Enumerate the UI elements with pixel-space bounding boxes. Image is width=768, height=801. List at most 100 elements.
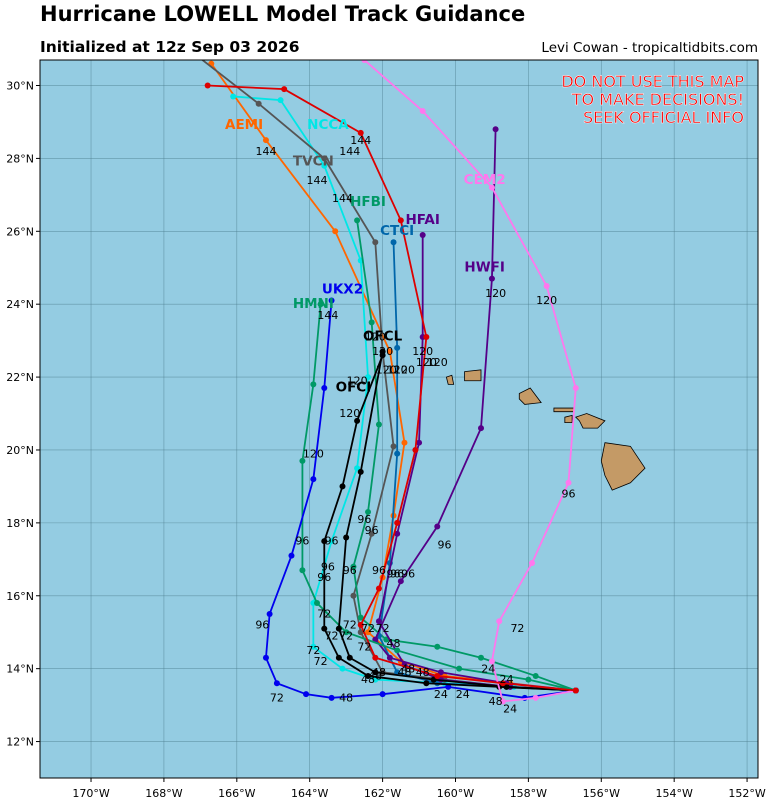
track-point	[321, 385, 328, 392]
warning-line: SEEK OFFICIAL INFO	[583, 108, 744, 127]
track-point	[365, 508, 372, 515]
model-label-hmni: HMNI	[293, 296, 334, 312]
hour-label: 48	[489, 695, 503, 708]
hour-label: 72	[306, 644, 320, 657]
x-tick-label: 162°W	[364, 787, 401, 800]
track-point	[321, 155, 328, 162]
model-label-ofci: OFCI	[336, 380, 372, 396]
track-point	[532, 672, 539, 679]
x-tick-label: 170°W	[72, 787, 109, 800]
track-point	[456, 665, 463, 672]
hour-label: 96	[390, 568, 404, 581]
track-point	[386, 654, 393, 661]
hour-label: 72	[510, 622, 524, 635]
track-point	[394, 344, 401, 351]
track-point	[394, 669, 401, 676]
track-point	[565, 479, 572, 486]
track-point	[375, 618, 382, 625]
track-point	[401, 439, 408, 446]
hour-label: 24	[481, 662, 495, 675]
hour-label: 120	[347, 374, 368, 387]
hour-label: 72	[325, 630, 339, 643]
y-tick-label: 16°N	[6, 590, 34, 603]
track-point	[281, 86, 288, 93]
track-point	[332, 228, 339, 235]
track-point	[346, 654, 353, 661]
track-point	[434, 523, 441, 530]
model-label-tvcn: TVCN	[293, 154, 334, 170]
track-point	[375, 421, 382, 428]
map-frame	[39, 59, 759, 779]
hour-label: 24	[434, 688, 448, 701]
hour-label: 24	[503, 702, 517, 715]
island	[445, 374, 455, 385]
track-point	[357, 621, 364, 628]
track-point	[310, 643, 317, 650]
track-point	[412, 446, 419, 453]
track-point	[313, 600, 320, 607]
y-tick-label: 28°N	[6, 152, 34, 165]
hour-label: 96	[343, 564, 357, 577]
track-point	[488, 184, 495, 191]
track-point	[335, 654, 342, 661]
hour-label: 120	[372, 345, 393, 358]
model-label-ofcl: OFCL	[363, 329, 403, 345]
y-tick-label: 14°N	[6, 663, 34, 676]
hour-label: 96	[372, 564, 386, 577]
track-point	[372, 654, 379, 661]
track-point	[419, 231, 426, 238]
x-tick-label: 160°W	[437, 787, 474, 800]
hour-label: 96	[295, 535, 309, 548]
track-point	[372, 676, 379, 683]
track-point	[397, 578, 404, 585]
x-tick-label: 152°W	[728, 787, 765, 800]
hour-label: 72	[314, 655, 328, 668]
track-point	[321, 625, 328, 632]
track-point	[488, 658, 495, 665]
track-point	[299, 457, 306, 464]
track-point	[437, 669, 444, 676]
island	[564, 414, 573, 424]
track-point	[266, 610, 273, 617]
y-tick-label: 22°N	[6, 371, 34, 384]
model-label-ncca: NCCA	[307, 117, 349, 133]
track-point	[365, 374, 372, 381]
hour-label: 96	[438, 538, 452, 551]
hour-label: 120	[376, 363, 397, 376]
hour-label: 144	[317, 309, 338, 322]
hour-label: 120	[427, 356, 448, 369]
hour-label: 96	[387, 568, 401, 581]
x-tick-label: 164°W	[291, 787, 328, 800]
track-point	[430, 676, 437, 683]
track-point	[394, 647, 401, 654]
hour-label: 120	[365, 331, 386, 344]
hour-label: 96	[321, 560, 335, 573]
model-label-aemi: AEMI	[225, 117, 263, 133]
track-point	[416, 439, 423, 446]
model-label-ctci: CTCI	[380, 223, 414, 239]
track-point	[357, 129, 364, 136]
model-label-ukx2: UKX2	[322, 281, 363, 297]
track-point	[394, 519, 401, 526]
hour-label: 48	[397, 666, 411, 679]
x-tick-label: 168°W	[145, 787, 182, 800]
track-point	[343, 629, 350, 636]
track-point	[397, 217, 404, 224]
track-point	[386, 348, 393, 355]
y-tick-label: 30°N	[6, 80, 34, 93]
track-point	[368, 530, 375, 537]
hour-label: 72	[317, 608, 331, 621]
track-point	[394, 450, 401, 457]
warning-line: DO NOT USE THIS MAP	[561, 72, 744, 91]
x-tick-label: 158°W	[510, 787, 547, 800]
track-point	[361, 60, 368, 63]
x-tick-label: 156°W	[583, 787, 620, 800]
model-label-hwfi: HWFI	[464, 259, 504, 275]
hour-label: 96	[561, 487, 575, 500]
track-point	[328, 694, 335, 701]
hour-label: 120	[303, 447, 324, 460]
model-track-cem2	[363, 60, 577, 703]
model-track-hwfi	[374, 129, 576, 692]
